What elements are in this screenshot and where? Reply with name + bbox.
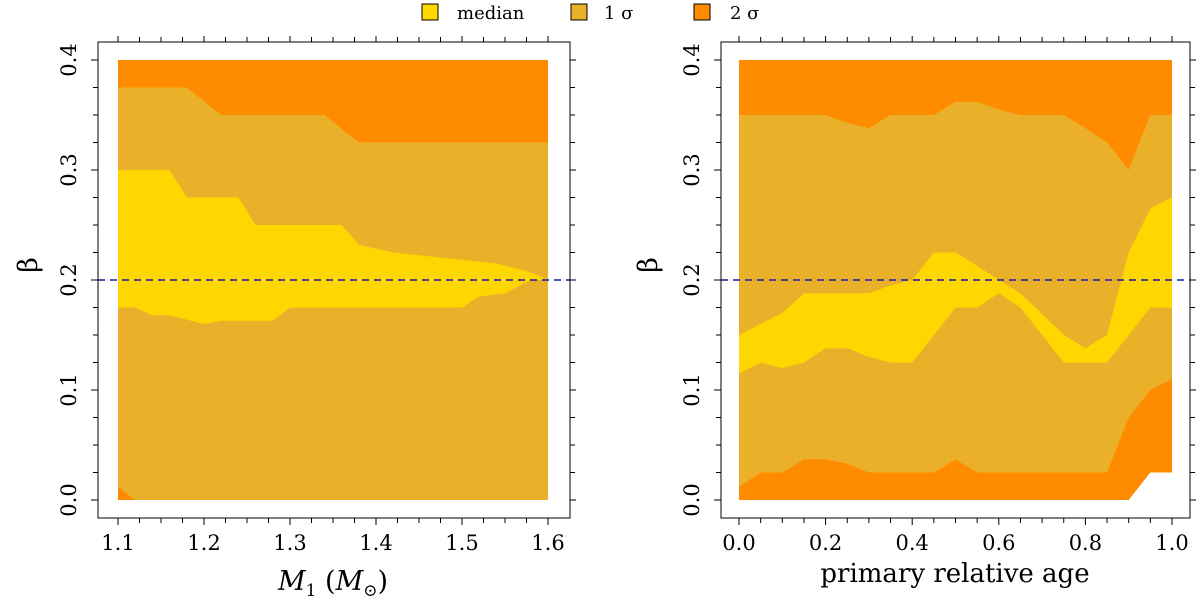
left-panel: 1.1 1.2 1.3 1.4 1.5 1.6 0.0 0.1 0.2 0.3 0.4 <box>57 36 576 555</box>
legend-swatch-1sigma <box>570 3 588 21</box>
y-tick-label: 0.1 <box>57 373 81 406</box>
x-tick-label: 1.6 <box>531 531 564 555</box>
legend-swatch-2sigma <box>693 3 711 21</box>
legend-label-median: median <box>457 3 525 24</box>
y-tick-label: 0.3 <box>680 153 704 186</box>
y-tick-label: 0.3 <box>57 153 81 186</box>
left-x-axis-label: M1 (M⊙) <box>277 566 388 598</box>
x-tick-label: 1.0 <box>1155 531 1188 555</box>
y-tick-label: 0.0 <box>680 483 704 516</box>
y-tick-label: 0.2 <box>680 263 704 296</box>
x-tick-label: 0.4 <box>895 531 928 555</box>
legend-item-1sigma: 1 σ <box>570 3 633 24</box>
legend-swatch-median <box>421 3 439 21</box>
right-panel: 0.0 0.2 0.4 0.6 0.8 1.0 0.0 0.1 0.2 0.3 0.4 <box>680 36 1196 555</box>
legend-item-median: median <box>421 3 525 24</box>
band-median <box>118 170 548 324</box>
x-tick-label: 0.2 <box>809 531 842 555</box>
legend-item-2sigma: 2 σ <box>693 3 759 24</box>
x-tick-label: 0.0 <box>722 531 755 555</box>
legend-label-2sigma: 2 σ <box>730 3 759 24</box>
x-tick-label: 1.2 <box>187 531 220 555</box>
legend-label-1sigma: 1 σ <box>604 3 633 24</box>
y-tick-label: 0.1 <box>680 373 704 406</box>
x-tick-label: 0.8 <box>1069 531 1102 555</box>
y-tick-label: 0.4 <box>680 43 704 76</box>
right-x-axis-label: primary relative age <box>820 559 1089 589</box>
left-y-axis-label: β <box>13 257 44 273</box>
x-tick-label: 0.6 <box>982 531 1015 555</box>
y-tick-label: 0.4 <box>57 43 81 76</box>
legend: median 1 σ 2 σ <box>421 3 759 24</box>
x-tick-label: 1.5 <box>445 531 478 555</box>
x-tick-label: 1.1 <box>101 531 134 555</box>
y-tick-label: 0.0 <box>57 483 81 516</box>
band-median <box>739 197 1172 374</box>
right-y-axis-label: β <box>633 257 664 273</box>
x-tick-label: 1.3 <box>273 531 306 555</box>
x-tick-label: 1.4 <box>359 531 392 555</box>
y-tick-label: 0.2 <box>57 263 81 296</box>
